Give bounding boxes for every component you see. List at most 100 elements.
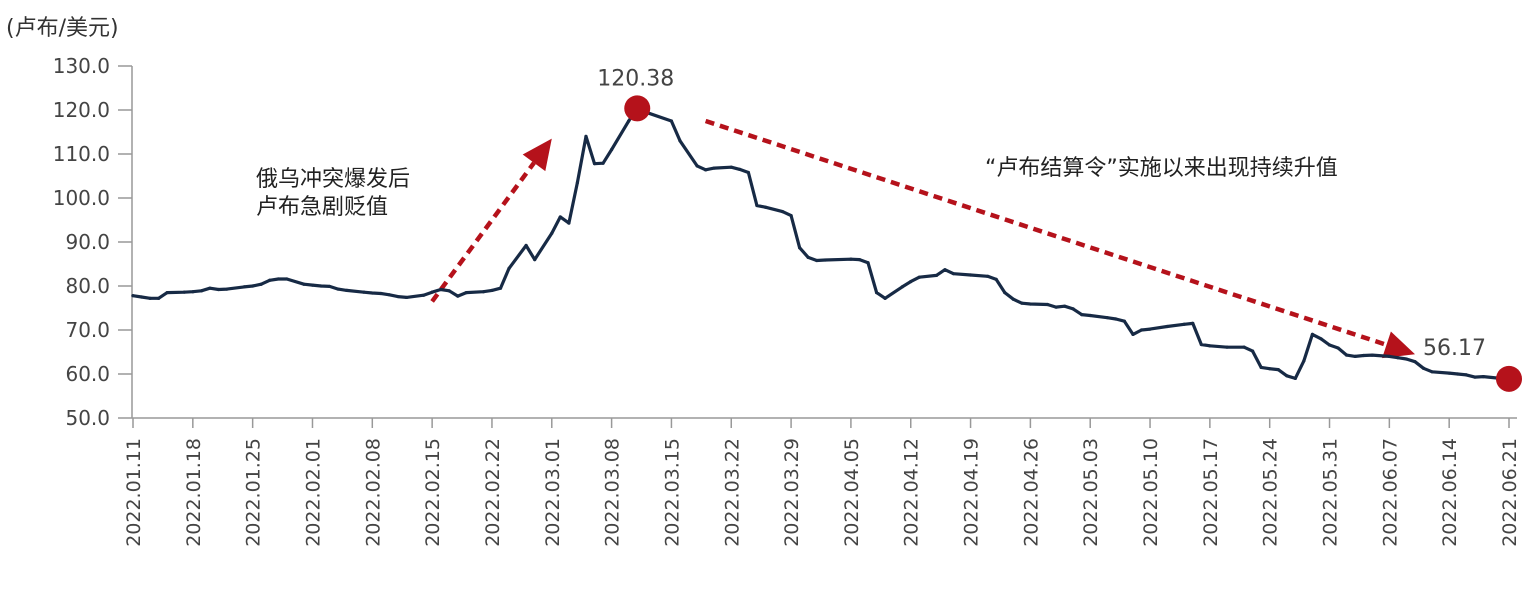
x-tick-label: 2022.05.17: [1200, 438, 1222, 547]
x-tick-label: 2022.03.08: [602, 438, 624, 547]
highlight-marker: [624, 95, 651, 122]
data-point: [1302, 359, 1306, 363]
data-point: [968, 273, 973, 277]
x-tick-label: 2022.03.01: [542, 438, 564, 547]
data-point: [1045, 302, 1050, 307]
data-point: [1481, 375, 1485, 379]
data-point: [1080, 313, 1084, 317]
data-point: [362, 290, 366, 294]
data-point: [798, 246, 802, 250]
data-point: [874, 291, 879, 295]
data-point: [336, 287, 340, 291]
x-tick-label: 2022.03.22: [721, 438, 743, 547]
x-tick-label: 2022.01.18: [183, 438, 205, 547]
data-point: [746, 170, 750, 175]
data-point: [481, 290, 486, 294]
data-point: [1447, 371, 1451, 375]
data-point: [1285, 374, 1289, 378]
data-point: [1362, 353, 1366, 358]
data-point: [1148, 327, 1152, 331]
x-tick-label: 2022.02.08: [362, 438, 384, 547]
data-point: [148, 296, 152, 300]
data-point: [592, 162, 597, 166]
data-point: [387, 293, 391, 297]
data-point: [1345, 353, 1349, 357]
data-point: [131, 294, 135, 298]
data-point: [1003, 291, 1007, 295]
data-point: [379, 291, 383, 296]
y-tick-label: 100.0: [53, 186, 110, 210]
data-point: [755, 203, 759, 208]
data-point: [601, 161, 605, 165]
data-point: [1062, 304, 1067, 308]
data-point: [1105, 316, 1109, 320]
data-point: [1088, 313, 1092, 318]
y-axis-unit-label: (卢布/美元): [6, 16, 119, 41]
y-tick-label: 50.0: [65, 406, 110, 430]
data-point: [456, 294, 460, 298]
y-tick-label: 130.0: [53, 54, 110, 78]
data-point: [242, 285, 246, 289]
dashed-arrow-line: [704, 118, 1388, 347]
data-point: [1473, 375, 1477, 379]
x-tick-label: 2022.01.25: [243, 438, 265, 547]
data-point: [165, 291, 169, 295]
data-point: [1259, 365, 1263, 369]
x-tick-label: 2022.03.15: [661, 438, 683, 547]
series-group: [131, 106, 1511, 380]
data-point: [464, 291, 468, 295]
highlight-marker: [1496, 365, 1522, 392]
x-tick-label: 2022.05.31: [1320, 438, 1342, 547]
x-tick-label: 2022.01.11: [123, 438, 145, 547]
data-point: [1293, 376, 1297, 380]
data-point: [251, 284, 255, 288]
data-point: [1421, 366, 1426, 370]
highlight-value-label: 56.17: [1423, 336, 1486, 361]
data-point: [669, 119, 674, 123]
data-point: [712, 166, 716, 170]
data-point: [883, 296, 887, 300]
data-point: [823, 258, 827, 262]
x-tick-label: 2022.05.24: [1260, 438, 1282, 547]
x-tick-label: 2022.02.01: [302, 438, 324, 547]
trend-arrows: [430, 118, 1415, 359]
arrow-head: [522, 138, 552, 172]
data-point: [327, 284, 332, 289]
data-point: [994, 277, 998, 281]
data-point: [986, 274, 990, 278]
x-tick-label: 2022.06.07: [1379, 438, 1401, 547]
annotation-text: “卢布结算令”实施以来出现持续升值: [985, 156, 1338, 181]
data-point: [909, 280, 913, 284]
x-tick-label: 2022.04.05: [841, 438, 863, 547]
data-point: [763, 205, 768, 209]
arrow-head: [1382, 331, 1415, 359]
y-tick-label: 120.0: [53, 98, 110, 122]
data-point: [738, 167, 742, 171]
x-tick-label: 2022.06.21: [1499, 438, 1521, 547]
data-point: [1310, 332, 1315, 336]
data-point: [1276, 368, 1280, 372]
data-point: [815, 258, 819, 263]
data-point: [900, 285, 904, 289]
data-point: [533, 258, 537, 262]
y-tick-label: 110.0: [53, 142, 110, 166]
data-point: [1430, 370, 1434, 374]
data-point: [1396, 356, 1400, 360]
data-point: [199, 289, 203, 293]
data-point: [789, 214, 793, 218]
data-point: [191, 290, 195, 294]
data-point: [1456, 372, 1460, 376]
x-tick-label: 2022.04.19: [961, 438, 983, 547]
data-point: [704, 168, 708, 172]
data-point: [780, 210, 785, 214]
x-tick-label: 2022.06.14: [1439, 438, 1461, 547]
data-point: [490, 288, 494, 292]
data-point: [550, 231, 554, 235]
data-point: [524, 243, 528, 248]
data-point: [627, 119, 631, 123]
data-point: [695, 164, 699, 168]
data-point: [268, 278, 272, 282]
data-point: [396, 294, 400, 299]
data-point: [345, 288, 349, 292]
